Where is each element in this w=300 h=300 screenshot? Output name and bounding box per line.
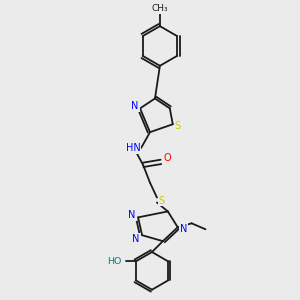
- Text: N: N: [131, 101, 139, 111]
- Text: N: N: [180, 224, 188, 234]
- Text: N: N: [132, 234, 140, 244]
- Text: CH₃: CH₃: [152, 4, 168, 13]
- Text: HN: HN: [126, 143, 140, 153]
- Text: N: N: [128, 210, 136, 220]
- Text: HO: HO: [107, 257, 122, 266]
- Text: O: O: [163, 153, 171, 163]
- Text: S: S: [159, 196, 165, 206]
- Text: S: S: [175, 121, 181, 131]
